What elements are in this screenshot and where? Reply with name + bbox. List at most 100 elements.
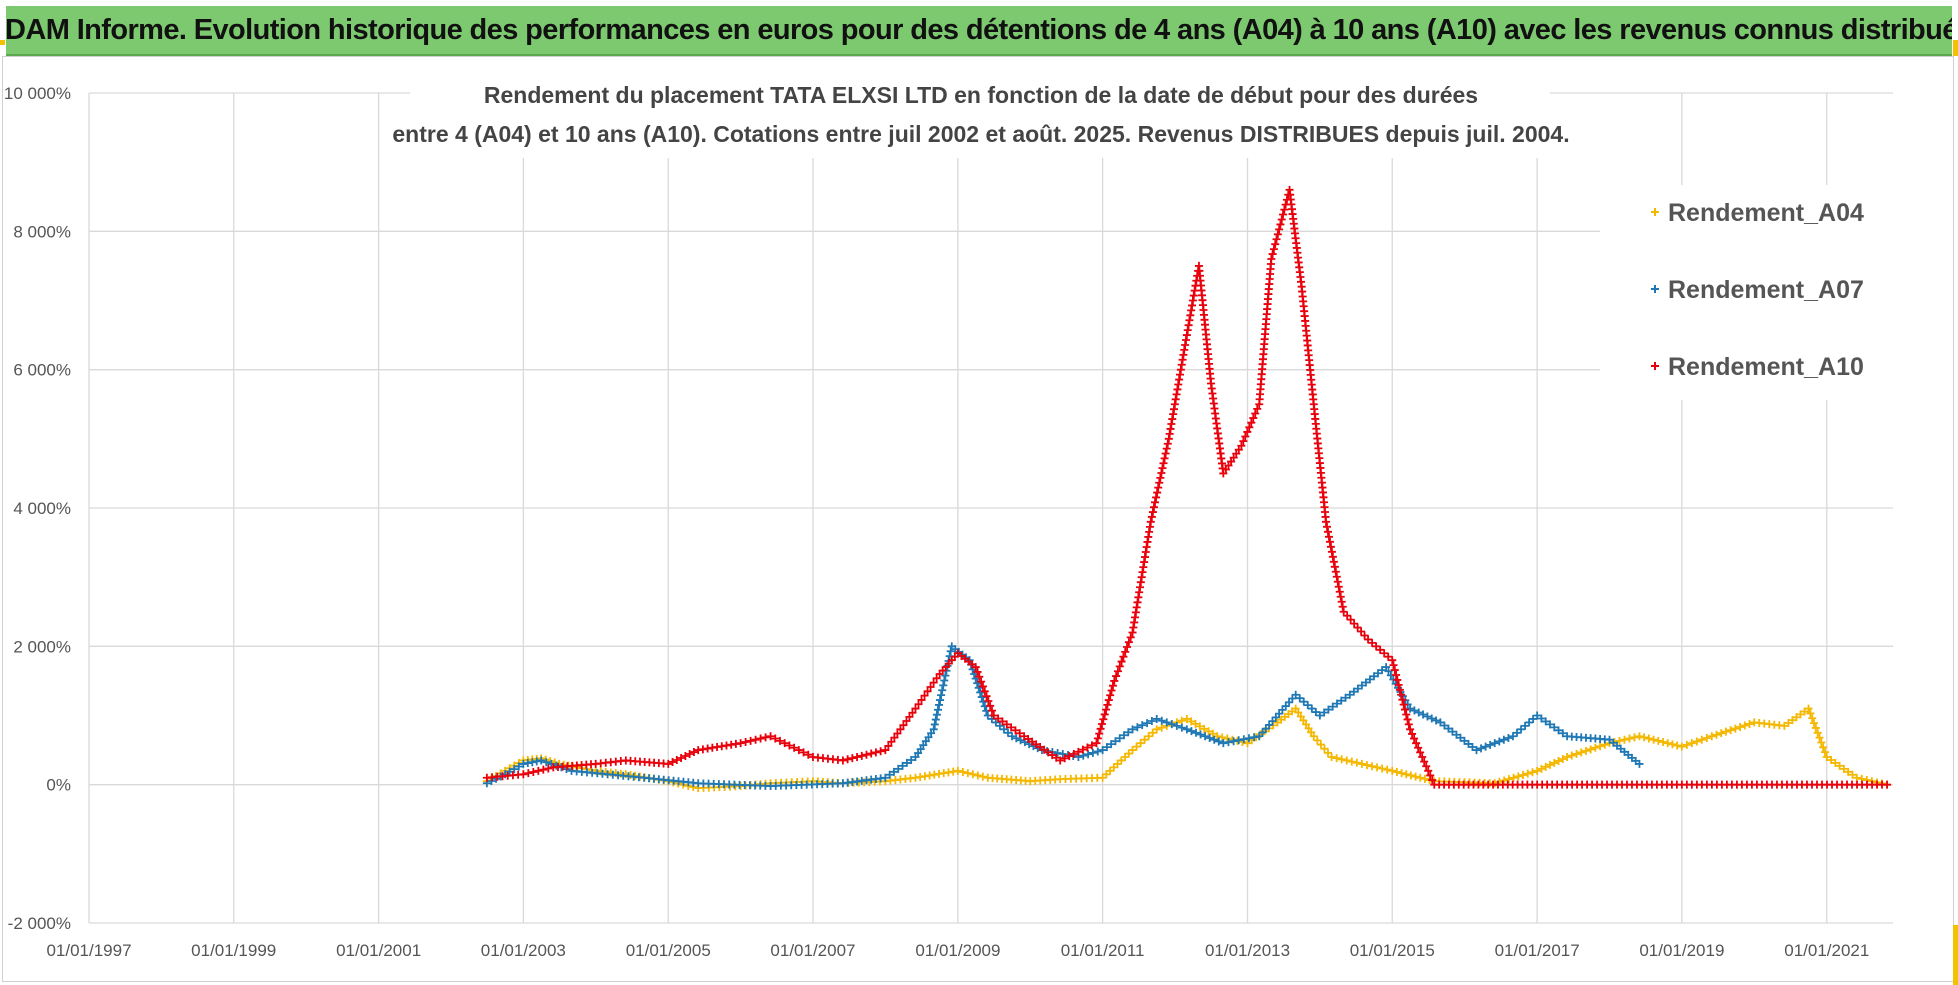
data-point xyxy=(1649,735,1658,744)
data-point xyxy=(1204,727,1213,736)
x-tick-label: 01/01/2019 xyxy=(1639,941,1724,960)
legend-label: Rendement_A10 xyxy=(1668,353,1864,381)
data-point xyxy=(974,683,983,692)
data-point xyxy=(1537,764,1546,773)
data-point xyxy=(1138,721,1147,730)
data-point xyxy=(1119,652,1128,661)
data-point xyxy=(1247,418,1256,427)
data-point xyxy=(1146,517,1155,526)
report-banner: ADAM Informe. Evolution historique des p… xyxy=(6,6,1952,56)
data-point xyxy=(973,771,982,780)
data-point xyxy=(929,678,938,687)
data-point xyxy=(1668,740,1677,749)
data-point xyxy=(1152,493,1161,502)
data-point xyxy=(1052,753,1061,762)
data-point xyxy=(1237,441,1246,450)
data-point xyxy=(1392,767,1401,776)
data-point xyxy=(890,733,899,742)
y-axis-ticks: -2 000% 0% 2 000% 4 000% 6 000% 8 000% 10 000% xyxy=(4,84,71,933)
data-point xyxy=(1440,721,1449,730)
data-point xyxy=(905,712,914,721)
x-tick-label: 01/01/2015 xyxy=(1350,941,1435,960)
data-point xyxy=(867,749,876,758)
legend: Rendement_A04 Rendement_A07 Rendement_A10 xyxy=(1651,199,1864,381)
data-point xyxy=(1325,537,1334,546)
data-point xyxy=(1820,748,1829,757)
data-point xyxy=(1411,772,1420,781)
data-point xyxy=(1378,764,1387,773)
data-point xyxy=(1008,732,1017,741)
y-tick-label: 2 000% xyxy=(13,637,71,656)
data-point xyxy=(1219,739,1228,748)
data-point xyxy=(1083,743,1092,752)
data-point xyxy=(902,717,911,726)
data-point xyxy=(1364,635,1373,644)
data-point xyxy=(1792,713,1801,722)
data-point xyxy=(1400,705,1409,714)
data-point xyxy=(1229,737,1238,746)
data-point xyxy=(1214,737,1223,746)
data-point xyxy=(1133,723,1142,732)
data-point xyxy=(1528,768,1537,777)
x-tick-label: 01/01/2001 xyxy=(336,941,421,960)
data-point xyxy=(871,748,880,757)
data-point xyxy=(986,701,995,710)
data-point xyxy=(881,746,890,755)
data-point xyxy=(1740,721,1749,730)
data-point xyxy=(1500,776,1509,785)
data-point xyxy=(973,667,982,676)
data-point xyxy=(1420,774,1429,783)
data-point xyxy=(1112,672,1121,681)
data-point xyxy=(1630,733,1639,742)
data-point xyxy=(1883,780,1892,789)
data-point xyxy=(1128,746,1137,755)
data-point xyxy=(1060,754,1069,763)
data-point xyxy=(995,721,1004,730)
data-point xyxy=(978,682,987,691)
data-point xyxy=(911,704,920,713)
data-point xyxy=(668,757,677,766)
data-point xyxy=(1087,741,1096,750)
data-point xyxy=(1337,696,1346,705)
data-point xyxy=(953,766,962,775)
data-point xyxy=(1654,736,1663,745)
data-point xyxy=(975,672,984,681)
data-point xyxy=(1152,714,1161,723)
data-point xyxy=(1106,691,1115,700)
corner-marker-bottom-right xyxy=(1953,925,1958,985)
data-point xyxy=(1444,724,1453,733)
legend-label: Rendement_A04 xyxy=(1668,199,1864,227)
data-point xyxy=(908,708,917,717)
data-point xyxy=(1111,737,1120,746)
data-point xyxy=(1200,724,1209,733)
data-point xyxy=(1677,742,1686,751)
data-point xyxy=(1819,743,1828,752)
data-point xyxy=(1277,215,1286,224)
chart-frame xyxy=(2,56,1954,982)
data-point xyxy=(1808,714,1817,723)
data-point xyxy=(1337,755,1346,764)
data-point xyxy=(1324,748,1333,757)
data-point xyxy=(1313,736,1322,745)
data-point xyxy=(937,691,946,700)
data-point xyxy=(664,759,673,768)
data-point xyxy=(1128,725,1137,734)
data-point xyxy=(672,755,681,764)
data-point xyxy=(1852,773,1861,782)
data-point xyxy=(1115,734,1124,743)
data-point xyxy=(1418,753,1427,761)
data-point xyxy=(1558,729,1567,738)
data-point xyxy=(1187,727,1196,736)
data-point xyxy=(1275,225,1284,234)
data-point xyxy=(1554,756,1563,765)
data-point xyxy=(1519,770,1528,779)
data-point xyxy=(907,755,916,764)
data-point xyxy=(1541,717,1550,726)
data-point xyxy=(1495,737,1504,746)
series-Rendement_A07 xyxy=(482,642,1644,791)
data-point xyxy=(1065,752,1074,761)
data-point xyxy=(1303,701,1312,710)
data-point xyxy=(894,764,903,773)
data-point xyxy=(853,753,862,761)
